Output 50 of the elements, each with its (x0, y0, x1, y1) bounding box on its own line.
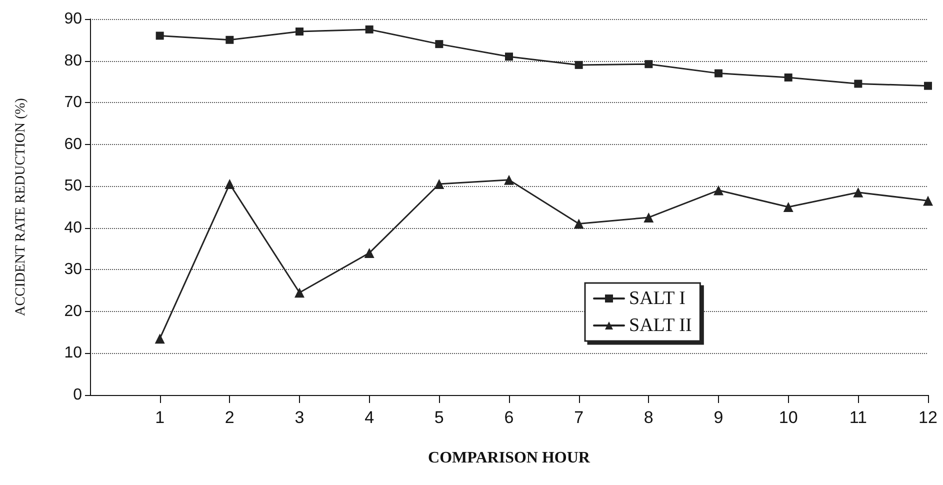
point (156, 32, 164, 40)
x-tick-label: 3 (294, 408, 304, 427)
x-tick-label: 2 (224, 408, 234, 427)
x-tick-label: 11 (849, 408, 867, 427)
point (783, 202, 794, 212)
x-tick-label: 12 (918, 408, 938, 427)
point (924, 82, 932, 90)
y-tick-label: 10 (64, 344, 82, 362)
point (853, 187, 864, 198)
y-tick-label: 30 (64, 261, 82, 278)
y-tick-label: 40 (64, 219, 82, 236)
y-tick-label: 0 (73, 386, 82, 404)
point (435, 40, 444, 48)
y-tick-label: 20 (64, 302, 82, 320)
point (574, 218, 584, 229)
point (226, 36, 234, 44)
point (784, 73, 792, 82)
y-axis-title: ACCIDENT RATE REDUCTION (%) (14, 98, 28, 316)
point (714, 69, 722, 78)
point (854, 80, 862, 88)
point (504, 174, 514, 185)
x-tick-label: 9 (714, 408, 724, 427)
y-tick-label: 90 (64, 10, 82, 28)
point (365, 25, 374, 34)
point (714, 185, 724, 196)
point (434, 179, 444, 190)
point (644, 60, 653, 68)
y-tick-label: 50 (64, 178, 82, 195)
x-axis-title: COMPARISON HOUR (428, 450, 590, 466)
point (574, 60, 583, 69)
point (923, 196, 933, 206)
point (294, 288, 304, 298)
x-tick-label: 10 (778, 408, 798, 427)
point (224, 179, 235, 190)
y-tick-label: 80 (64, 52, 82, 70)
x-tick-label: 8 (644, 408, 654, 427)
x-tick-label: 4 (364, 408, 374, 427)
point (154, 334, 165, 344)
x-tick-label: 7 (574, 408, 584, 427)
y-tick-label: 60 (64, 136, 82, 153)
point (296, 28, 304, 36)
point (505, 52, 513, 61)
point (364, 248, 374, 258)
x-tick-label: 5 (434, 408, 444, 427)
legend-label: SALT II (629, 315, 692, 336)
x-tick-label: 1 (155, 408, 165, 427)
legend-label: SALT I (629, 288, 686, 309)
x-tick-label: 6 (504, 408, 514, 427)
point (644, 212, 654, 222)
y-tick-label: 70 (64, 94, 82, 112)
